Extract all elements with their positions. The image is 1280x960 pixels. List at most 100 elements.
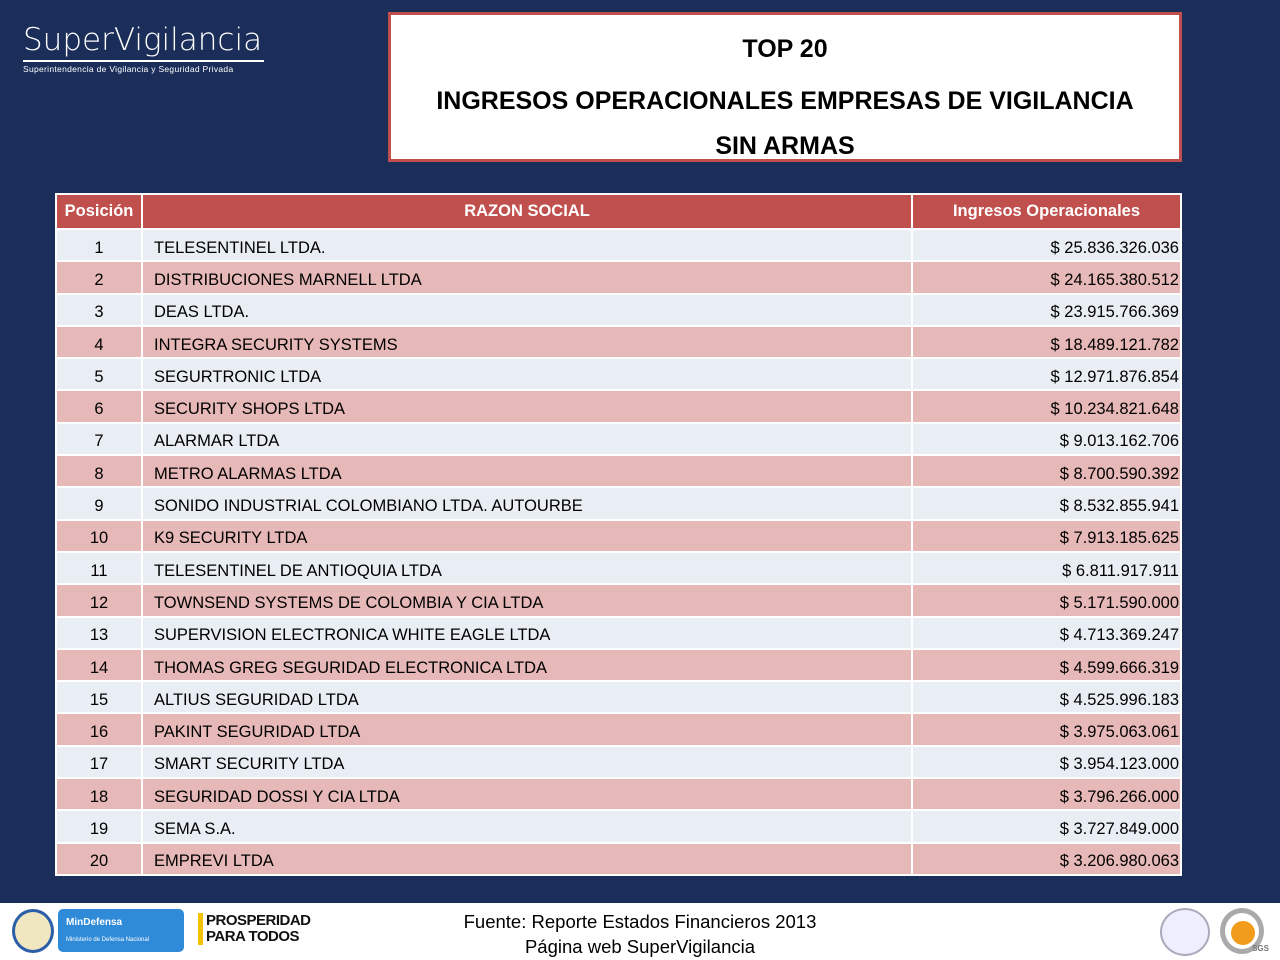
cell-company: EMPREVI LTDA [141,841,913,876]
table-row: 19 SEMA S.A. $ 3.727.849.000 [55,809,1182,844]
cell-revenue: $ 6.811.917.911 [911,550,1182,586]
logo-subtitle: Superintendencia de Vigilancia y Segurid… [23,64,234,74]
colombia-coat-of-arms-icon [12,909,54,953]
table-row: 15 ALTIUS SEGURIDAD LTDA $ 4.525.996.183 [55,680,1182,715]
cell-company: TELESENTINEL LTDA. [141,227,913,263]
cell-revenue: $ 10.234.821.648 [911,389,1182,424]
table-row: 8 METRO ALARMAS LTDA $ 8.700.590.392 [55,454,1182,489]
table-row: 5 SEGURTRONIC LTDA $ 12.971.876.854 [55,357,1182,392]
mindefensa-logo: MinDefensa Ministerio de Defensa Nacional [58,909,184,952]
supervigilancia-logo: SuperVigilancia Superintendencia de Vigi… [23,22,264,74]
cell-revenue: $ 3.727.849.000 [911,809,1182,844]
cell-position: 9 [55,486,143,521]
header-company: RAZON SOCIAL [141,193,913,230]
cell-position: 12 [55,583,143,618]
cell-company: TOWNSEND SYSTEMS DE COLOMBIA Y CIA LTDA [141,583,913,618]
cell-position: 2 [55,260,143,295]
cell-company: ALARMAR LTDA [141,421,913,457]
cell-revenue: $ 25.836.326.036 [911,227,1182,263]
cell-revenue: $ 3.796.266.000 [911,777,1182,812]
cell-position: 3 [55,292,143,327]
table-row: 16 PAKINT SEGURIDAD LTDA $ 3.975.063.061 [55,712,1182,747]
prosperidad-logo: PROSPERIDAD PARA TODOS [198,913,311,945]
footer: MinDefensa Ministerio de Defensa Nacional… [0,903,1280,960]
cell-company: SONIDO INDUSTRIAL COLOMBIANO LTDA. AUTOU… [141,486,913,521]
table-row: 1 TELESENTINEL LTDA. $ 25.836.326.036 [55,227,1182,263]
header-revenue: Ingresos Operacionales [911,193,1182,230]
table-row: 10 K9 SECURITY LTDA $ 7.913.185.625 [55,518,1182,553]
table-row: 11 TELESENTINEL DE ANTIOQUIA LTDA $ 6.811.… [55,550,1182,586]
table-row: 2 DISTRIBUCIONES MARNELL LTDA $ 24.165.380… [55,260,1182,295]
cell-revenue: $ 12.971.876.854 [911,357,1182,392]
sgs-certification-icon: SGS [1220,908,1269,954]
cell-company: SUPERVISION ELECTRONICA WHITE EAGLE LTDA [141,615,913,650]
cell-revenue: $ 4.713.369.247 [911,615,1182,650]
cell-position: 18 [55,777,143,812]
table-row: 4 INTEGRA SECURITY SYSTEMS $ 18.489.121.78… [55,324,1182,360]
cell-position: 6 [55,389,143,424]
cell-revenue: $ 7.913.185.625 [911,518,1182,553]
cell-company: ALTIUS SEGURIDAD LTDA [141,680,913,715]
cell-revenue: $ 3.975.063.061 [911,712,1182,747]
source-text: Fuente: Reporte Estados Financieros 2013 [463,911,817,932]
cell-revenue: $ 8.700.590.392 [911,454,1182,489]
table-row: 7 ALARMAR LTDA $ 9.013.162.706 [55,421,1182,457]
title-line1: TOP 20 [742,35,828,63]
title-box: TOP 20 INGRESOS OPERACIONALES EMPRESAS D… [388,12,1182,162]
ranking-table: Posición RAZON SOCIAL Ingresos Operacion… [55,193,1182,876]
cell-company: THOMAS GREG SEGURIDAD ELECTRONICA LTDA [141,647,913,683]
logo-name: SuperVigilancia [23,22,263,58]
logo-divider [23,60,264,62]
cell-company: DEAS LTDA. [141,292,913,327]
cell-company: SEMA S.A. [141,809,913,844]
cell-revenue: $ 3.206.980.063 [911,841,1182,876]
cell-company: INTEGRA SECURITY SYSTEMS [141,324,913,360]
cell-position: 15 [55,680,143,715]
cell-company: PAKINT SEGURIDAD LTDA [141,712,913,747]
cell-position: 11 [55,550,143,586]
cell-position: 20 [55,841,143,876]
cell-revenue: $ 4.599.666.319 [911,647,1182,683]
cell-position: 16 [55,712,143,747]
cell-company: SEGURTRONIC LTDA [141,357,913,392]
cell-company: DISTRIBUCIONES MARNELL LTDA [141,260,913,295]
title-line2: INGRESOS OPERACIONALES EMPRESAS DE VIGIL… [436,87,1134,115]
table-row: 12 TOWNSEND SYSTEMS DE COLOMBIA Y CIA LTD… [55,583,1182,618]
cell-position: 5 [55,357,143,392]
cell-company: METRO ALARMAS LTDA [141,454,913,489]
colombia-map-seal-icon [1160,908,1210,956]
cell-position: 1 [55,227,143,263]
mindefensa-sub: Ministerio de Defensa Nacional [66,937,150,943]
cell-position: 7 [55,421,143,457]
cell-revenue: $ 4.525.996.183 [911,680,1182,715]
source-note: Fuente: Reporte Estados Financieros 2013… [0,909,1280,959]
cell-company: SMART SECURITY LTDA [141,744,913,780]
cell-position: 10 [55,518,143,553]
cell-revenue: $ 23.915.766.369 [911,292,1182,327]
table-row: 6 SECURITY SHOPS LTDA $ 10.234.821.648 [55,389,1182,424]
cell-revenue: $ 5.171.590.000 [911,583,1182,618]
cell-position: 8 [55,454,143,489]
prosperidad-label: PROSPERIDAD [206,912,311,929]
cell-company: SECURITY SHOPS LTDA [141,389,913,424]
table-row: 17 SMART SECURITY LTDA $ 3.954.123.000 [55,744,1182,780]
table-row: 20 EMPREVI LTDA $ 3.206.980.063 [55,841,1182,876]
table-row: 18 SEGURIDAD DOSSI Y CIA LTDA $ 3.796.266.… [55,777,1182,812]
cell-position: 19 [55,809,143,844]
cell-company: SEGURIDAD DOSSI Y CIA LTDA [141,777,913,812]
cell-revenue: $ 9.013.162.706 [911,421,1182,457]
cell-revenue: $ 24.165.380.512 [911,260,1182,295]
table-row: 9 SONIDO INDUSTRIAL COLOMBIANO LTDA. AUTO… [55,486,1182,521]
web-text: Página web SuperVigilancia [524,936,756,957]
title-line3: SIN ARMAS [715,132,855,160]
para-todos-label: PARA TODOS [206,928,300,945]
cell-position: 17 [55,744,143,780]
cell-revenue: $ 8.532.855.941 [911,486,1182,521]
sgs-label: SGS [1252,944,1269,953]
cell-revenue: $ 18.489.121.782 [911,324,1182,360]
table-row: 3 DEAS LTDA. $ 23.915.766.369 [55,292,1182,327]
cell-company: TELESENTINEL DE ANTIOQUIA LTDA [141,550,913,586]
cell-company: K9 SECURITY LTDA [141,518,913,553]
header-position: Posición [55,193,143,230]
cell-revenue: $ 3.954.123.000 [911,744,1182,780]
